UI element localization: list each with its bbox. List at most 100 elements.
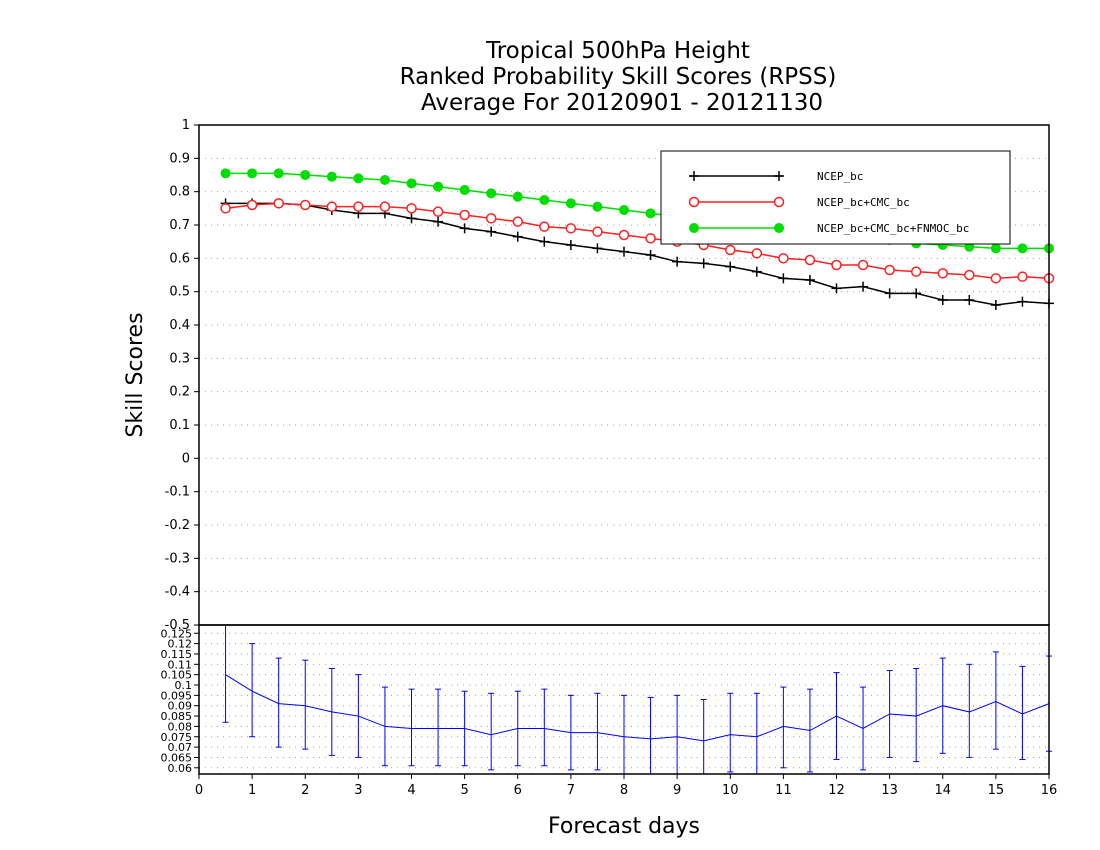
x-tick-label: 15 xyxy=(988,783,1005,798)
title-line-2: Ranked Probability Skill Scores (RPSS) xyxy=(400,64,837,90)
y-tick-label: 0.9 xyxy=(169,151,190,166)
legend-marker-left xyxy=(689,171,699,181)
x-tick-label: 16 xyxy=(1041,783,1058,798)
difference-y-tick-label: 0.07 xyxy=(168,741,193,754)
data-point-ncep-bc-cmc-bc-fnmoc-bc xyxy=(1017,243,1028,254)
data-point-ncep-bc-cmc-bc xyxy=(220,203,231,214)
difference-y-tick-label: 0.06 xyxy=(168,762,193,775)
error-bar xyxy=(860,686,867,771)
x-tick-label: 0 xyxy=(195,783,203,798)
data-point-ncep-bc-cmc-bc xyxy=(539,221,550,232)
data-point-ncep-bc-cmc-bc-fnmoc-bc xyxy=(406,178,417,189)
data-point-ncep-bc-cmc-bc xyxy=(725,244,736,256)
x-tick-label: 8 xyxy=(620,783,628,798)
data-point-ncep-bc-cmc-bc xyxy=(432,206,444,217)
error-bar xyxy=(488,692,495,771)
difference-y-tick-label: 0.105 xyxy=(161,669,193,682)
data-point-ncep-bc xyxy=(858,281,869,292)
difference-y-tick-label: 0.095 xyxy=(161,689,193,702)
data-point-ncep-bc-cmc-bc xyxy=(804,254,816,266)
data-point-ncep-bc-cmc-bc-fnmoc-bc xyxy=(539,195,550,205)
y-tick-label: 0.2 xyxy=(169,385,190,400)
chart-title: Tropical 500hPa Height Ranked Probabilit… xyxy=(400,38,837,116)
data-point-ncep-bc-cmc-bc xyxy=(326,201,338,212)
data-point-ncep-bc xyxy=(406,213,417,224)
y-tick-label: 0.7 xyxy=(169,218,190,233)
y-axis-ticks: -0.5 -0.4 -0.3 -0.2 -0.1 0 0.1 0.2 0.3 0.4 0.5 0.6 0… xyxy=(165,118,199,633)
difference-y-tick-label: 0.065 xyxy=(161,751,193,764)
legend-label: NCEP_bc+CMC_bc xyxy=(817,196,910,209)
data-point-ncep-bc-cmc-bc-fnmoc-bc xyxy=(326,171,337,182)
data-point-ncep-bc-cmc-bc-fnmoc-bc xyxy=(433,181,444,192)
error-bar xyxy=(222,624,229,723)
x-tick-label: 9 xyxy=(673,783,681,798)
x-tick-label: 1 xyxy=(248,783,256,798)
data-point-ncep-bc-cmc-bc xyxy=(592,226,603,237)
legend-entry: NCEP_bc+CMC_bc+FNMOC_bc xyxy=(689,222,969,235)
error-bar xyxy=(275,657,282,748)
data-point-ncep-bc xyxy=(804,275,815,285)
data-point-ncep-bc-cmc-bc xyxy=(485,213,497,224)
data-point-ncep-bc xyxy=(433,216,444,227)
error-bar xyxy=(1019,665,1026,761)
error-bar xyxy=(461,690,468,767)
legend-entries: NCEP_bc NCEP_bc+CMC_bc NCEP_bc+CMC_bc+FNMO… xyxy=(688,170,969,235)
series-layer xyxy=(220,168,1055,310)
data-point-ncep-bc-cmc-bc-fnmoc-bc xyxy=(990,243,1001,254)
difference-y-tick-label: 0.115 xyxy=(161,648,193,661)
data-point-ncep-bc-cmc-bc-fnmoc-bc xyxy=(459,185,470,195)
y-tick-label: 0.1 xyxy=(169,418,190,433)
x-tick-label: 11 xyxy=(775,783,792,798)
data-point-ncep-bc-cmc-bc xyxy=(618,229,630,241)
difference-line xyxy=(225,674,1050,742)
error-bar xyxy=(408,688,415,767)
error-bar xyxy=(833,672,840,761)
data-point-ncep-bc xyxy=(751,266,762,277)
data-point-ncep-bc-cmc-bc-fnmoc-bc xyxy=(273,168,284,179)
data-point-ncep-bc-cmc-bc xyxy=(379,201,391,212)
data-point-ncep-bc xyxy=(884,288,895,299)
data-point-ncep-bc xyxy=(459,223,470,234)
legend-label: NCEP_bc+CMC_bc+FNMOC_bc xyxy=(817,222,969,235)
data-point-ncep-bc xyxy=(990,300,1001,310)
title-line-3: Average For 20120901 - 20121130 xyxy=(421,90,823,116)
data-point-ncep-bc-cmc-bc-fnmoc-bc xyxy=(512,191,523,202)
difference-panel-series xyxy=(222,624,1052,775)
y-tick-label: -0.3 xyxy=(165,551,190,566)
difference-y-tick-label: 0.075 xyxy=(161,731,193,744)
data-point-ncep-bc-cmc-bc xyxy=(831,259,842,271)
x-tick-label: 13 xyxy=(881,783,898,798)
error-bar xyxy=(541,688,548,767)
difference-y-tick-label: 0.09 xyxy=(168,700,193,713)
data-point-ncep-bc xyxy=(937,295,948,305)
x-tick-label: 4 xyxy=(407,783,415,798)
x-tick-label: 2 xyxy=(301,783,309,798)
data-point-ncep-bc-cmc-bc-fnmoc-bc xyxy=(592,201,603,212)
legend-marker-left xyxy=(689,223,699,233)
error-bar xyxy=(514,690,521,767)
y-tick-label: 0.6 xyxy=(169,251,190,266)
data-point-ncep-bc-cmc-bc xyxy=(910,266,922,277)
data-point-ncep-bc-cmc-bc-fnmoc-bc xyxy=(220,168,231,179)
legend-entry: NCEP_bc+CMC_bc xyxy=(688,196,910,209)
data-point-ncep-bc-cmc-bc xyxy=(937,268,948,279)
legend: NCEP_bc NCEP_bc+CMC_bc NCEP_bc+CMC_bc+FNMO… xyxy=(660,150,1011,245)
y-tick-label: -0.2 xyxy=(165,518,190,533)
y-tick-label: -0.5 xyxy=(165,618,190,633)
data-point-ncep-bc-cmc-bc-fnmoc-bc xyxy=(486,188,497,199)
data-point-ncep-bc-cmc-bc xyxy=(565,223,577,234)
error-bar xyxy=(886,670,893,758)
data-point-ncep-bc-cmc-bc-fnmoc-bc xyxy=(353,173,364,184)
error-bar xyxy=(328,667,335,756)
data-point-ncep-bc xyxy=(964,295,975,305)
title-line-1: Tropical 500hPa Height xyxy=(485,38,750,64)
legend-marker-left xyxy=(688,196,700,208)
data-point-ncep-bc-cmc-bc xyxy=(300,199,311,211)
difference-panel-y-ticks: 0.060.0650.070.0750.080.0850.090.0950.10… xyxy=(161,627,199,775)
data-point-ncep-bc-cmc-bc-fnmoc-bc xyxy=(247,168,258,179)
data-point-ncep-bc-cmc-bc-fnmoc-bc xyxy=(379,175,390,185)
data-point-ncep-bc xyxy=(512,231,523,242)
error-bar xyxy=(992,651,999,750)
data-point-ncep-bc xyxy=(725,261,736,272)
legend-marker-right xyxy=(774,171,784,181)
